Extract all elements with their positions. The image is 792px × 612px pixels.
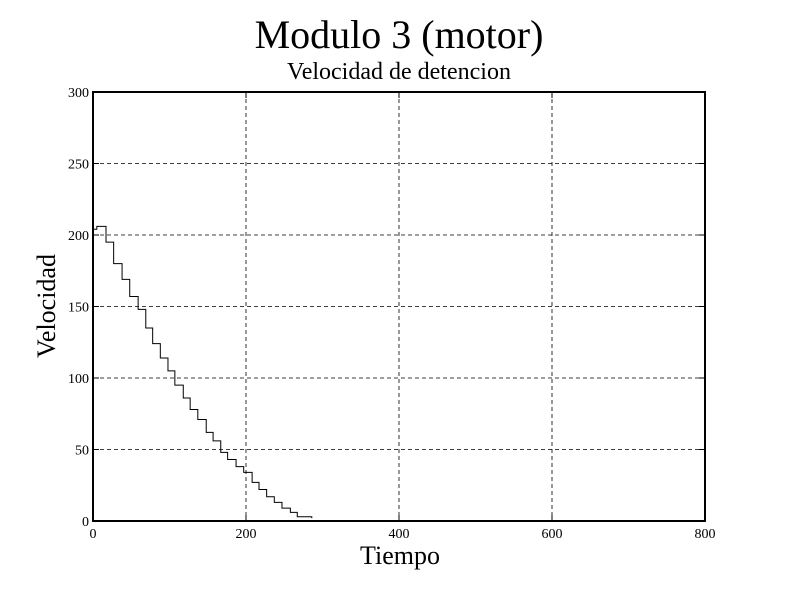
x-axis-label: Tiempo [360,541,440,570]
plot-frame [92,91,706,522]
x-tick-label: 400 [389,527,410,542]
y-tick-label: 250 [68,158,89,173]
chart-title: Modulo 3 (motor) [255,12,544,57]
step-line [93,225,313,519]
y-tick-label: 100 [68,372,89,387]
y-tick-label: 300 [68,86,89,101]
x-tick-label: 600 [542,527,563,542]
x-tick-label: 800 [695,527,716,542]
y-tick-label: 50 [75,444,89,459]
y-tick-label: 0 [82,515,89,530]
chart-subtitle: Velocidad de detencion [287,59,511,85]
x-tick-label: 200 [236,527,257,542]
y-tick-label: 200 [68,229,89,244]
y-tick-label: 150 [68,301,89,316]
y-axis-label: Velocidad [32,254,61,358]
x-tick-label: 0 [90,527,97,542]
